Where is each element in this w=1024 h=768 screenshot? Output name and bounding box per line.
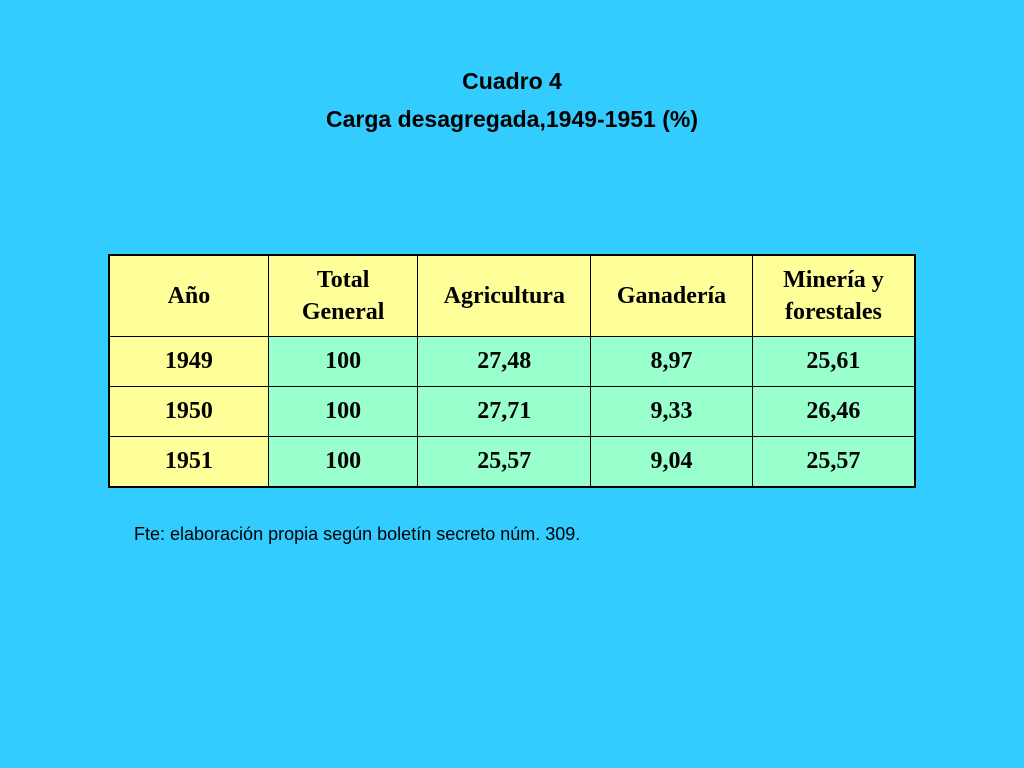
header-total-general-label: Total General <box>301 267 385 325</box>
table-row: 1951 100 25,57 9,04 25,57 <box>108 436 916 488</box>
header-agricultura: Agricultura <box>417 254 592 337</box>
cell-total-general: 100 <box>267 386 419 437</box>
page-subtitle: Carga desagregada,1949-1951 (%) <box>325 106 699 132</box>
cell-mineria-forestales: 26,46 <box>751 386 916 437</box>
cell-year: 1951 <box>108 436 269 488</box>
page-title: Cuadro 4 <box>462 68 562 94</box>
table-row: 1950 100 27,71 9,33 26,46 <box>108 386 916 437</box>
header-total-general: Total General <box>267 254 419 337</box>
data-table: Año Total General Agricultura Ganadería … <box>108 254 916 488</box>
source-note: Fte: elaboración propia según boletín se… <box>134 524 581 544</box>
header-ganaderia: Ganadería <box>590 254 753 337</box>
header-mineria-forestales: Minería y forestales <box>751 254 916 337</box>
cell-ganaderia: 9,33 <box>590 386 753 437</box>
cell-ganaderia: 8,97 <box>590 336 753 387</box>
cell-agricultura: 25,57 <box>417 436 592 488</box>
cell-year: 1949 <box>108 336 269 387</box>
header-ano: Año <box>108 254 269 337</box>
cell-mineria-forestales: 25,61 <box>751 336 916 387</box>
cell-agricultura: 27,48 <box>417 336 592 387</box>
cell-mineria-forestales: 25,57 <box>751 436 916 488</box>
table-row: 1949 100 27,48 8,97 25,61 <box>108 336 916 387</box>
header-mineria-forestales-label: Minería y forestales <box>783 267 884 325</box>
cell-year: 1950 <box>108 386 269 437</box>
table-header-row: Año Total General Agricultura Ganadería … <box>108 254 916 337</box>
cell-agricultura: 27,71 <box>417 386 592 437</box>
cell-ganaderia: 9,04 <box>590 436 753 488</box>
cell-total-general: 100 <box>267 336 419 387</box>
cell-total-general: 100 <box>267 436 419 488</box>
